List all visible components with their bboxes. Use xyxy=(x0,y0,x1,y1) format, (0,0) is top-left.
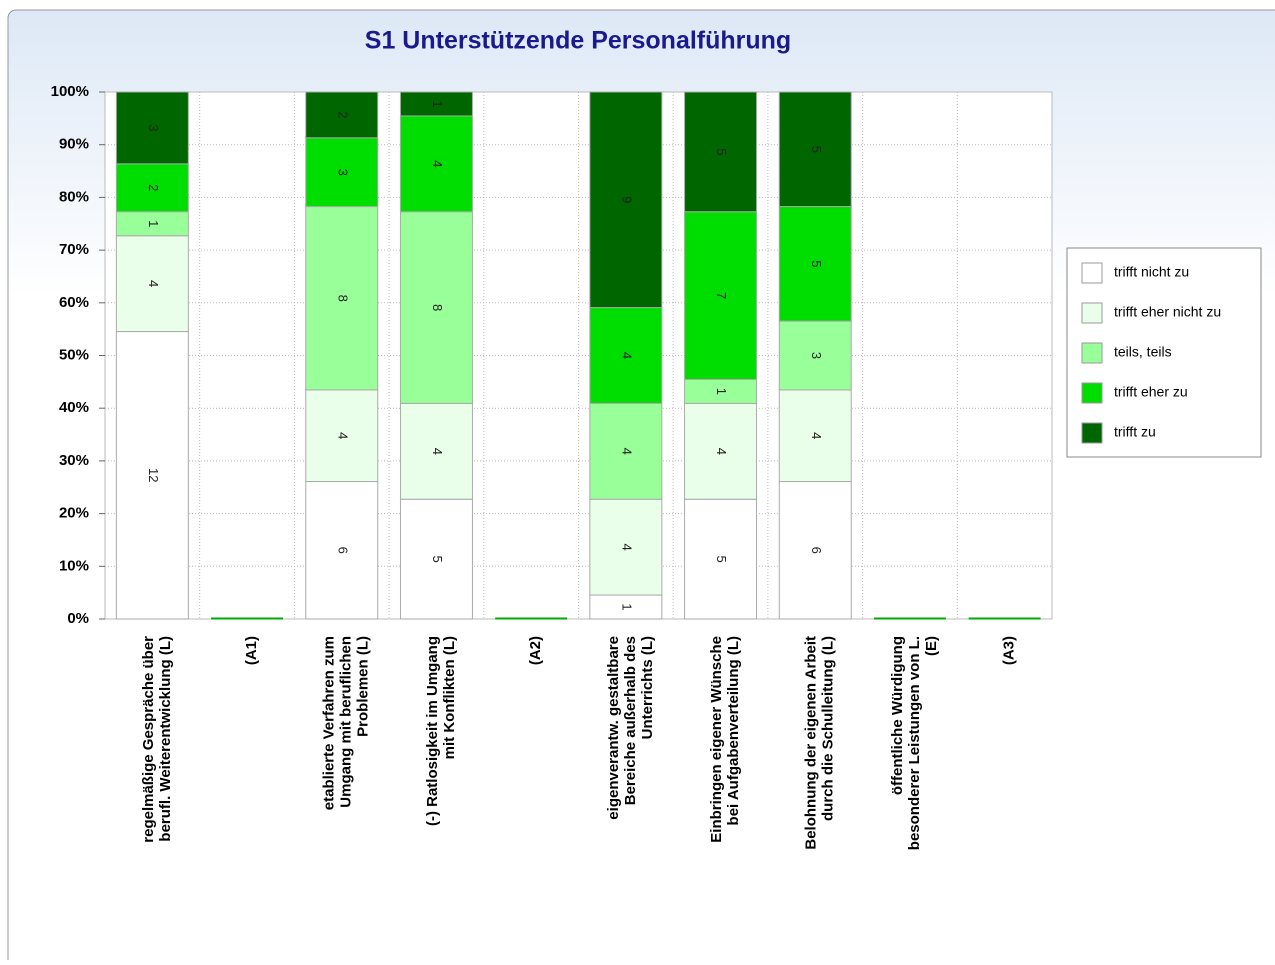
legend-swatch xyxy=(1081,382,1103,404)
x-tick-label: (A1) xyxy=(243,636,260,665)
x-tick-label: Einbringen eigener Wünsche xyxy=(708,636,725,843)
value-label: 3 xyxy=(146,124,161,131)
bar-segment xyxy=(778,481,852,620)
bar-segment xyxy=(589,307,663,404)
value-label: 4 xyxy=(619,448,634,455)
bar-segment xyxy=(399,91,473,117)
x-tick-label: mit Konflikten (L) xyxy=(441,636,458,759)
y-tick-label: 60% xyxy=(59,294,89,311)
y-tick-label: 50% xyxy=(59,346,89,363)
y-tick-label: 80% xyxy=(59,188,89,205)
value-label: 5 xyxy=(809,260,824,267)
x-tick-label: Bereiche außerhalb des xyxy=(622,636,639,805)
value-label: 6 xyxy=(335,547,350,554)
bar-segment xyxy=(305,206,379,391)
bar-segment xyxy=(115,331,189,620)
y-tick-label: 40% xyxy=(59,399,89,416)
y-tick-label: 100% xyxy=(51,83,89,100)
bar-segment xyxy=(684,402,758,500)
bar-segment xyxy=(684,91,758,213)
value-label: 7 xyxy=(714,292,729,299)
value-label: 4 xyxy=(619,352,634,359)
y-tick-label: 70% xyxy=(59,241,89,258)
value-label: 2 xyxy=(335,111,350,118)
y-tick-label: 20% xyxy=(59,505,89,522)
bar-segment xyxy=(589,91,663,309)
bar-segment xyxy=(778,320,852,391)
bar-segment xyxy=(305,481,379,620)
bar-segment xyxy=(399,115,473,213)
value-label: 1 xyxy=(619,603,634,610)
legend-swatch xyxy=(1081,262,1103,284)
bar-segment xyxy=(305,137,379,208)
bar-segment xyxy=(115,235,189,333)
bar-segment xyxy=(305,389,379,483)
value-label: 4 xyxy=(430,448,445,455)
value-label: 5 xyxy=(714,148,729,155)
x-tick-label: eigenverantw. gestaltbare xyxy=(605,636,622,820)
bar-segment xyxy=(589,402,663,500)
value-label: 8 xyxy=(335,295,350,302)
bar-segment xyxy=(684,211,758,380)
y-tick-label: 0% xyxy=(67,610,89,627)
value-label: 12 xyxy=(146,468,161,482)
y-tick-label: 90% xyxy=(59,136,89,153)
bar-segment xyxy=(778,91,852,208)
x-tick-label: regelmäßige Gespräche über xyxy=(140,636,157,843)
x-tick-label: Umgang mit beruflichen xyxy=(338,636,355,808)
x-tick-label: berufl. Weiterentwicklung (L) xyxy=(157,636,174,842)
x-tick-label: (-) Ratlosigkeit im Umgang xyxy=(424,636,441,826)
value-label: 3 xyxy=(809,352,824,359)
value-label: 1 xyxy=(714,388,729,395)
bar-segment xyxy=(778,389,852,483)
x-tick-label: bei Aufgabenverteilung (L) xyxy=(725,636,742,825)
value-label: 4 xyxy=(809,432,824,439)
legend-label: trifft nicht zu xyxy=(1114,264,1189,280)
legend-label: trifft eher nicht zu xyxy=(1114,304,1221,320)
x-tick-label: Unterrichts (L) xyxy=(639,636,656,739)
value-label: 4 xyxy=(619,544,634,551)
x-tick-label: (A2) xyxy=(527,636,544,665)
value-label: 2 xyxy=(146,184,161,191)
bar-segment xyxy=(684,498,758,620)
x-tick-label: (A3) xyxy=(1001,636,1018,665)
x-tick-label: etablierte Verfahren zum xyxy=(321,636,338,810)
value-label: 5 xyxy=(809,146,824,153)
x-tick-label: Belohnung der eigenen Arbeit xyxy=(803,636,820,850)
value-label: 5 xyxy=(430,555,445,562)
value-label: 9 xyxy=(619,196,634,203)
bar-segment xyxy=(589,498,663,596)
bar-segment xyxy=(399,402,473,500)
chart-title: S1 Unterstützende Personalführung xyxy=(365,27,791,55)
x-tick-label: besonderer Leistungen von L. xyxy=(906,636,923,850)
x-tick-label: durch die Schulleitung (L) xyxy=(820,636,837,821)
bar-segment xyxy=(115,91,189,165)
legend-label: trifft zu xyxy=(1114,424,1156,440)
legend: trifft nicht zu trifft eher nicht zu teils… xyxy=(1066,247,1262,458)
legend-swatch xyxy=(1081,422,1103,444)
bar-segment xyxy=(305,91,379,139)
value-label: 6 xyxy=(809,547,824,554)
value-label: 4 xyxy=(714,448,729,455)
legend-swatch xyxy=(1081,342,1103,364)
y-tick-label: 30% xyxy=(59,452,89,469)
y-tick-label: 10% xyxy=(59,557,89,574)
value-label: 4 xyxy=(146,280,161,287)
legend-swatch xyxy=(1081,302,1103,324)
x-tick-label: Problemen (L) xyxy=(355,636,372,737)
value-label: 3 xyxy=(335,169,350,176)
value-label: 8 xyxy=(430,304,445,311)
bar-segment xyxy=(399,211,473,404)
legend-label: trifft eher zu xyxy=(1114,384,1188,400)
value-label: 1 xyxy=(430,100,445,107)
x-tick-label: (E) xyxy=(923,636,940,656)
bar-segment xyxy=(115,163,189,213)
value-label: 4 xyxy=(430,160,445,167)
legend-label: teils, teils xyxy=(1114,344,1172,360)
value-label: 5 xyxy=(714,555,729,562)
x-tick-label: öffentliche Würdigung xyxy=(889,636,906,795)
value-label: 1 xyxy=(146,220,161,227)
value-label: 4 xyxy=(335,432,350,439)
